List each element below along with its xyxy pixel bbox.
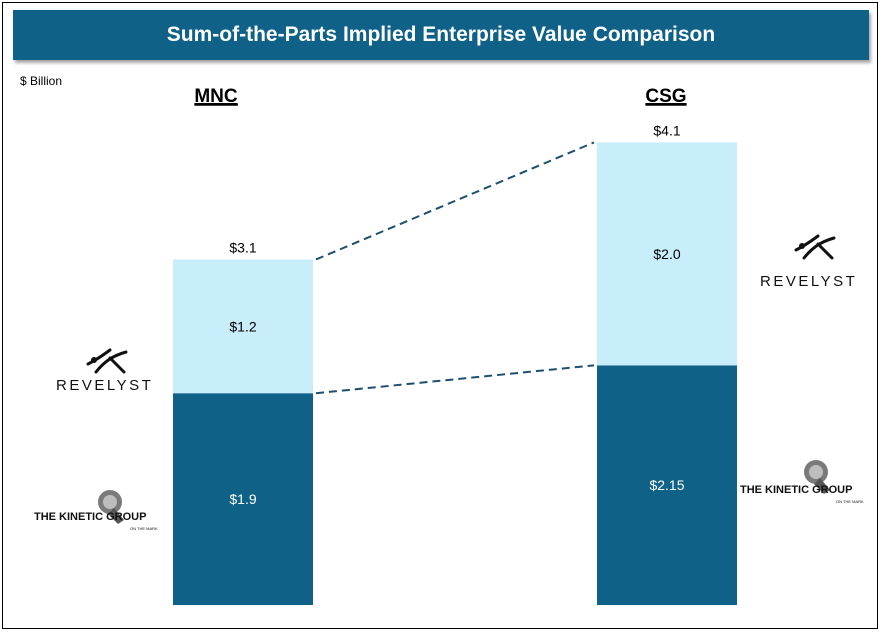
- unit-label: $ Billion: [20, 74, 63, 88]
- ram-head-icon: [98, 490, 124, 524]
- bar-segment-csg-1: [597, 142, 737, 366]
- chart-title: Sum-of-the-Parts Implied Enterprise Valu…: [13, 10, 869, 60]
- total-value-label: $3.1: [229, 239, 256, 255]
- kinetic-logo-tagline: ON THE MARK: [836, 499, 864, 504]
- ram-head-icon: [804, 460, 830, 494]
- segment-value-label: $2.0: [653, 246, 680, 262]
- revelyst-mark-icon: [794, 234, 836, 260]
- connector-line-0: [315, 364, 595, 395]
- bar-segment-mnc-1: [173, 259, 313, 394]
- segment-value-label: $1.2: [229, 318, 256, 334]
- segment-value-label: $1.9: [229, 491, 256, 507]
- kinetic-logo-text: THE KINETIC GROUP: [740, 484, 852, 496]
- category-label-csg: CSG: [645, 86, 686, 107]
- kinetic-group-logo-right: THE KINETIC GROUP ON THE MARK: [740, 460, 864, 504]
- revelyst-logo-text: REVELYST: [760, 273, 857, 290]
- revelyst-mark-icon: [86, 348, 128, 374]
- kinetic-logo-tagline: ON THE MARK: [130, 526, 158, 531]
- revelyst-logo-text: REVELYST: [56, 377, 153, 394]
- connector-line-1: [315, 141, 595, 261]
- category-label-mnc: MNC: [194, 86, 238, 107]
- revelyst-logo-right: REVELYST: [760, 234, 857, 290]
- total-value-label: $4.1: [653, 122, 680, 138]
- bar-segment-csg-0: [597, 365, 737, 605]
- bar-segment-mnc-0: [173, 393, 313, 605]
- kinetic-group-logo-left: THE KINETIC GROUP ON THE MARK: [34, 490, 158, 531]
- revelyst-logo-left: REVELYST: [56, 348, 153, 394]
- segment-value-label: $2.15: [649, 477, 684, 493]
- kinetic-logo-text: THE KINETIC GROUP: [34, 511, 146, 523]
